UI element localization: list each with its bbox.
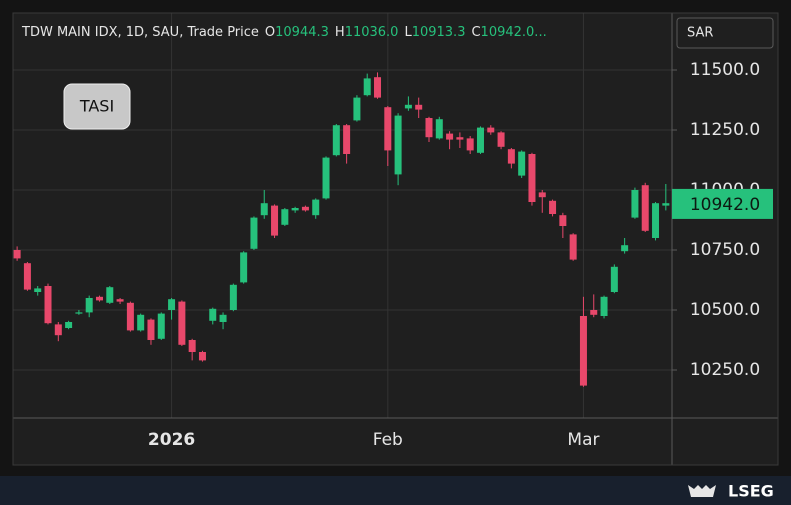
candle-body bbox=[384, 107, 392, 151]
header-close: 10942.0... bbox=[481, 25, 547, 40]
candle-body bbox=[343, 125, 351, 154]
candle-body bbox=[466, 138, 474, 151]
candle-body bbox=[435, 119, 443, 139]
candle-body bbox=[198, 352, 206, 361]
y-tick-label: 11250.0 bbox=[690, 120, 760, 140]
brand: LSEG bbox=[728, 482, 774, 501]
x-tick-label: Feb bbox=[373, 430, 403, 450]
candle-body bbox=[476, 127, 484, 153]
candle-body bbox=[126, 302, 134, 331]
header-open: 10944.3 bbox=[275, 25, 329, 40]
header-c: C bbox=[471, 25, 480, 40]
header-label: TDW MAIN IDX, 1D, SAU, Trade Price bbox=[21, 25, 259, 40]
currency: SAR bbox=[687, 26, 713, 41]
candle-body bbox=[569, 234, 577, 260]
candle-body bbox=[271, 205, 279, 236]
candle-body bbox=[497, 132, 505, 147]
candle-body bbox=[260, 203, 268, 216]
candle-body bbox=[65, 322, 73, 328]
candle-body bbox=[610, 266, 618, 292]
candle-body bbox=[168, 299, 176, 310]
candle-body bbox=[590, 310, 598, 315]
candle-body bbox=[518, 151, 526, 176]
header-l: L bbox=[404, 25, 412, 40]
badge-box bbox=[63, 83, 131, 130]
candle-body bbox=[600, 296, 608, 316]
candle-body bbox=[425, 118, 433, 138]
y-tick-label: 10250.0 bbox=[690, 360, 760, 380]
header-h: H bbox=[335, 25, 345, 40]
candle-body bbox=[559, 215, 567, 226]
badge: TASI bbox=[79, 97, 114, 116]
candle-body bbox=[75, 312, 83, 314]
y-tick-label: 10750.0 bbox=[690, 240, 760, 260]
candle-body bbox=[549, 200, 557, 214]
y-tick-label: 10500.0 bbox=[690, 300, 760, 320]
candle-body bbox=[322, 157, 330, 199]
candle-body bbox=[528, 154, 536, 202]
candle-body bbox=[404, 104, 412, 109]
candle-body bbox=[374, 77, 382, 98]
candle-body bbox=[353, 97, 361, 121]
brand-icon bbox=[688, 485, 716, 497]
brand-logo bbox=[688, 485, 716, 497]
candle-body bbox=[209, 308, 217, 321]
candle-body bbox=[446, 133, 454, 140]
candle-body bbox=[178, 301, 186, 345]
footer bbox=[0, 476, 791, 505]
x-tick-label: 2026 bbox=[148, 430, 195, 450]
candle-body bbox=[641, 185, 649, 231]
candle-body bbox=[291, 208, 299, 211]
candle-body bbox=[456, 137, 464, 140]
candle-body bbox=[240, 252, 248, 283]
header: TDW MAIN IDX, 1D, SAU, Trade Price O10944… bbox=[21, 25, 547, 40]
candle-body bbox=[250, 217, 258, 249]
candle-body bbox=[579, 316, 587, 386]
candle-body bbox=[85, 298, 93, 313]
last-price-box bbox=[672, 188, 773, 219]
candle-body bbox=[662, 203, 670, 206]
candle-body bbox=[147, 319, 155, 340]
candle-body bbox=[631, 190, 639, 218]
candle-body bbox=[281, 209, 289, 225]
candle-body bbox=[507, 149, 515, 164]
candle-body bbox=[487, 127, 495, 133]
candle-body bbox=[229, 284, 237, 310]
chart-area bbox=[13, 13, 778, 465]
candle-body bbox=[652, 203, 660, 238]
candle-body bbox=[394, 115, 402, 175]
candle-body bbox=[219, 314, 227, 322]
candle-body bbox=[301, 206, 309, 211]
header-high: 11036.0 bbox=[345, 25, 399, 40]
candle-body bbox=[415, 104, 423, 110]
candle-body bbox=[157, 313, 165, 339]
candle-body bbox=[54, 324, 62, 336]
candle-body bbox=[106, 287, 114, 303]
candle-body bbox=[312, 199, 320, 216]
y-tick-label: 11500.0 bbox=[690, 60, 760, 80]
chart-border bbox=[12, 12, 779, 466]
candle-body bbox=[332, 125, 340, 156]
header-o: O bbox=[265, 25, 275, 40]
x-tick-label: Mar bbox=[567, 430, 599, 450]
candle-body bbox=[13, 250, 21, 259]
candle-body bbox=[137, 314, 145, 331]
candle-body bbox=[34, 288, 42, 292]
candle-body bbox=[188, 340, 196, 352]
candle-body bbox=[116, 299, 124, 302]
candle-body bbox=[621, 245, 629, 252]
candle-body bbox=[44, 286, 52, 324]
header-low: 10913.3 bbox=[412, 25, 466, 40]
candle-body bbox=[23, 263, 31, 290]
last-price-label: 10942.0 bbox=[690, 195, 760, 215]
candle-body bbox=[538, 192, 546, 198]
candle-body bbox=[95, 296, 103, 301]
candle-body bbox=[363, 78, 371, 96]
currency-box[interactable] bbox=[676, 17, 774, 49]
